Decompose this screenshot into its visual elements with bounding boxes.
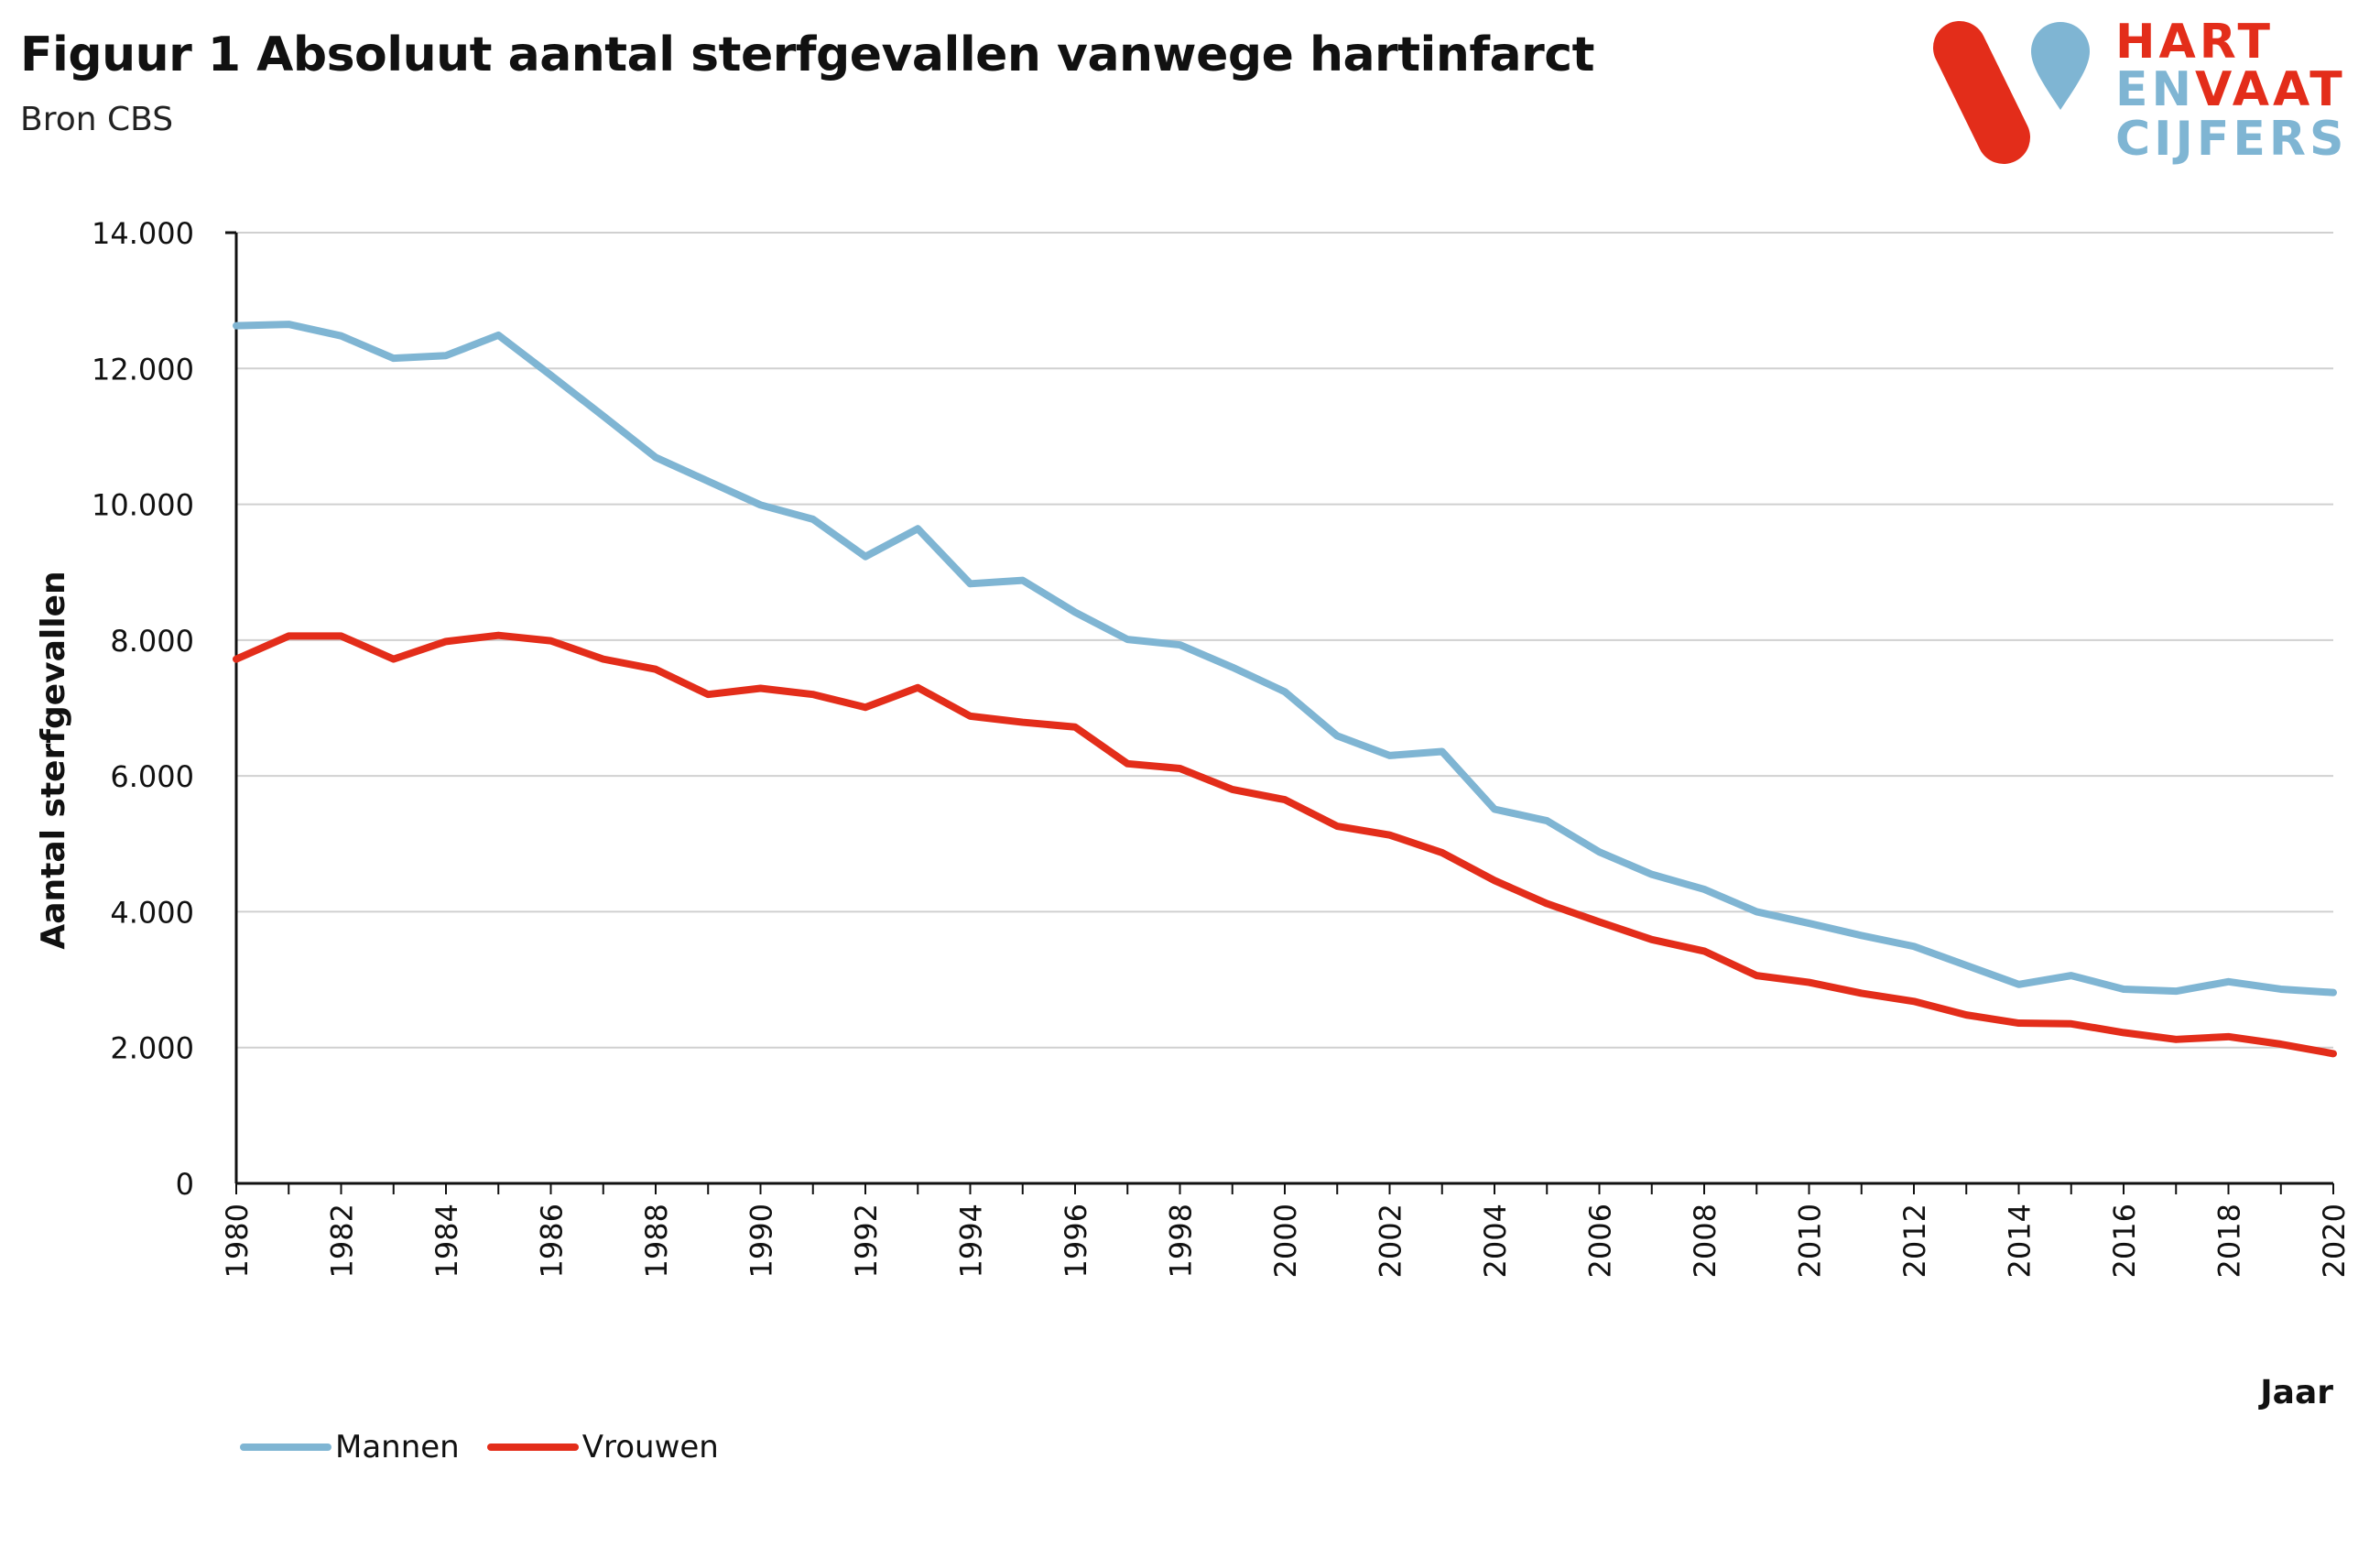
legend-label-mannen: Mannen	[335, 1429, 460, 1465]
x-tick-label: 1996	[1059, 1204, 1093, 1278]
x-tick-label: 1984	[429, 1204, 464, 1278]
logo-text-hart: HART	[2115, 15, 2274, 70]
x-tick-label: 2008	[1688, 1204, 1723, 1278]
legend-item-mannen: Mannen	[240, 1429, 460, 1465]
x-tick-label: 1998	[1164, 1204, 1199, 1278]
hart-en-vaat-cijfers-logo: HART ENVAAT CIJFERS	[1923, 9, 2363, 165]
legend: Mannen Vrouwen	[240, 1429, 746, 1465]
x-tick-label: 2012	[1897, 1204, 1932, 1278]
x-tick-label: 2004	[1478, 1204, 1513, 1278]
series-lines	[233, 321, 2337, 1058]
x-tick-labels: 1980 1982 1984 1986 1988 1990 1992 1994 1996 1998…	[220, 1204, 2352, 1278]
x-tick-label: 1992	[849, 1204, 884, 1278]
x-tick-label: 2016	[2107, 1204, 2142, 1278]
logo-line-envaat: ENVAAT	[2115, 66, 2346, 114]
y-tick-label: 14.000	[92, 216, 194, 251]
x-tick-label: 2014	[2003, 1204, 2038, 1278]
logo-text-cijfers: CIJFERS	[2115, 112, 2348, 167]
y-axis-label: Aantal sterfgevallen	[35, 571, 72, 949]
series-line-vrouwen	[233, 631, 2337, 1058]
x-tick-label: 2006	[1583, 1204, 1618, 1278]
y-tick-label: 12.000	[92, 352, 194, 387]
x-tick-label: 2020	[2317, 1204, 2352, 1278]
x-tick-label: 2000	[1268, 1204, 1303, 1278]
x-tick-label: 1982	[325, 1204, 360, 1278]
y-tick-label: 2.000	[110, 1031, 194, 1066]
series-line-mannen	[233, 321, 2337, 997]
x-tick-label: 1988	[639, 1204, 674, 1278]
x-axis-label: Jaar	[2257, 1374, 2333, 1411]
x-tick-label: 2010	[1793, 1204, 1828, 1278]
y-tick-label: 6.000	[110, 759, 194, 794]
y-tick-label: 10.000	[92, 488, 194, 523]
x-tick-label: 2018	[2212, 1204, 2247, 1278]
axes	[225, 231, 2334, 1194]
y-tick-label: 8.000	[110, 624, 194, 659]
x-tick-label: 1994	[954, 1204, 989, 1278]
x-tick-label: 1990	[744, 1204, 779, 1278]
chart-source: Bron CBS	[20, 101, 174, 138]
legend-swatch-vrouwen	[486, 1444, 579, 1451]
x-tick-label: 2002	[1374, 1204, 1408, 1278]
legend-item-vrouwen: Vrouwen	[486, 1429, 719, 1465]
y-tick-label: 4.000	[110, 895, 194, 930]
y-tick-label: 0	[176, 1167, 194, 1202]
logo-text-en: EN	[2115, 62, 2196, 117]
chart-title: Figuur 1 Absoluut aantal sterfgevallen v…	[20, 27, 1594, 82]
logo-text-vaat: VAAT	[2195, 62, 2346, 117]
legend-swatch-mannen	[240, 1444, 331, 1451]
logo-mark-icon	[1933, 21, 2090, 164]
x-tick-label: 1986	[535, 1204, 570, 1278]
legend-label-vrouwen: Vrouwen	[581, 1429, 719, 1465]
gridlines	[236, 232, 2333, 1049]
x-tick-label: 1980	[220, 1204, 255, 1278]
y-tick-labels: 0 2.000 4.000 6.000 8.000 10.000 12.000 14.000	[92, 216, 194, 1202]
